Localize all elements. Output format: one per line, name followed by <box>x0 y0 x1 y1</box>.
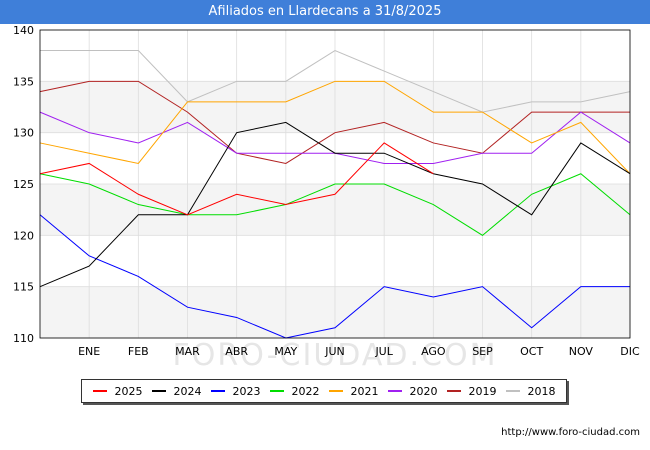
legend-item-2024: 2024 <box>151 384 202 398</box>
legend-label: 2019 <box>468 384 497 398</box>
x-tick-label: JUL <box>374 345 393 358</box>
legend-label: 2021 <box>350 384 379 398</box>
chart-title: Afiliados en Llardecans a 31/8/2025 <box>0 0 650 24</box>
series-line-2021 <box>39 80 631 175</box>
legend-label: 2024 <box>173 384 202 398</box>
y-tick-label: 140 <box>13 24 34 37</box>
x-axis-ticks: ENE FEB MAR ABR MAY JUN JUL AGO SEP OCT NOV DIC <box>78 345 640 358</box>
y-tick-label: 130 <box>13 127 34 140</box>
source-url[interactable]: http://www.foro-ciudad.com <box>501 427 640 438</box>
legend-label: 2018 <box>527 384 556 398</box>
series-layer <box>39 49 631 339</box>
legend-label: 2025 <box>114 384 143 398</box>
legend-item-2019: 2019 <box>446 384 497 398</box>
legend-item-2025: 2025 <box>92 384 143 398</box>
plot-frame <box>39 29 631 339</box>
legend-swatch <box>210 390 225 392</box>
legend-swatch <box>92 390 107 392</box>
legend-swatch <box>387 390 402 392</box>
y-tick-label: 110 <box>13 332 34 345</box>
series-line-2025 <box>39 142 434 216</box>
chart-legend: 2025 2024 2023 2022 2021 2020 2019 2018 <box>81 379 567 403</box>
y-tick-label: 125 <box>13 178 34 191</box>
x-tick-label: ABR <box>225 345 248 358</box>
legend-swatch <box>269 390 284 392</box>
x-tick-label: AGO <box>421 345 446 358</box>
legend-item-2023: 2023 <box>210 384 261 398</box>
series-line-2022 <box>39 173 631 236</box>
series-line-2019 <box>39 80 630 164</box>
legend-item-2018: 2018 <box>505 384 556 398</box>
series-line-2018 <box>40 49 631 113</box>
legend-label: 2022 <box>291 384 320 398</box>
x-tick-label: SEP <box>472 345 493 358</box>
x-tick-label: ENE <box>78 345 100 358</box>
x-tick-label: NOV <box>569 345 594 358</box>
x-tick-label: MAR <box>175 345 200 358</box>
legend-label: 2020 <box>409 384 438 398</box>
legend-item-2020: 2020 <box>387 384 438 398</box>
legend-item-2021: 2021 <box>328 384 379 398</box>
series-line-2024 <box>39 121 631 288</box>
x-tick-label: FEB <box>128 345 149 358</box>
series-line-2023 <box>39 214 630 339</box>
x-tick-label: OCT <box>520 345 543 358</box>
legend-label: 2023 <box>232 384 261 398</box>
x-tick-label: MAY <box>274 345 297 358</box>
y-tick-label: 135 <box>13 75 34 88</box>
watermark-text: FORO-CIUDAD.COM <box>173 338 498 373</box>
y-tick-label: 120 <box>13 229 34 242</box>
x-tick-label: DIC <box>620 345 640 358</box>
x-tick-label: JUN <box>324 345 345 358</box>
legend-swatch <box>446 390 461 392</box>
legend-item-2022: 2022 <box>269 384 320 398</box>
legend-swatch <box>328 390 343 392</box>
y-tick-label: 115 <box>13 281 34 294</box>
y-axis-ticks: 110 115 120 125 130 135 140 <box>13 24 34 345</box>
legend-swatch <box>505 390 520 392</box>
legend-swatch <box>151 390 166 392</box>
